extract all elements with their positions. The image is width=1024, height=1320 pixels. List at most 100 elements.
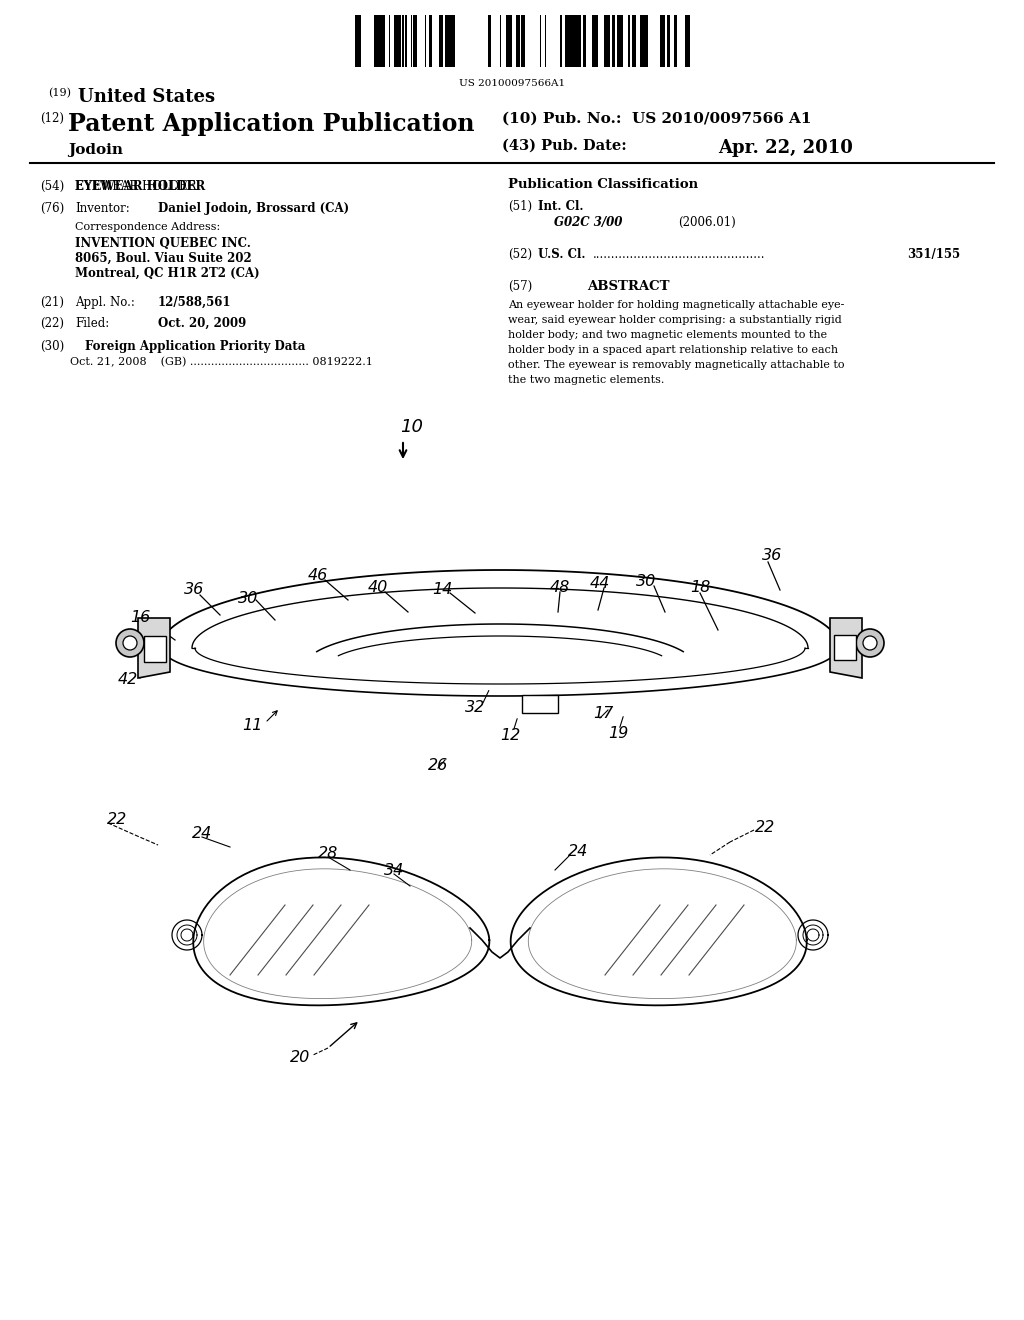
Text: 8065, Boul. Viau Suite 202: 8065, Boul. Viau Suite 202 [75, 252, 252, 265]
Text: EYEWEAR HOLDER: EYEWEAR HOLDER [75, 180, 205, 193]
Bar [380, 15, 384, 67]
Text: 12/588,561: 12/588,561 [158, 296, 231, 309]
Text: the two magnetic elements.: the two magnetic elements. [508, 375, 665, 385]
Text: Publication Classification: Publication Classification [508, 178, 698, 191]
Bar [667, 15, 670, 67]
Text: (2006.01): (2006.01) [678, 216, 736, 228]
Text: 20: 20 [290, 1049, 310, 1065]
Text: 14: 14 [432, 582, 453, 597]
Text: 22: 22 [106, 812, 127, 828]
Text: U.S. Cl.: U.S. Cl. [538, 248, 586, 261]
Bar [617, 15, 618, 67]
Bar [510, 15, 512, 67]
Text: wear, said eyewear holder comprising: a substantially rigid: wear, said eyewear holder comprising: a … [508, 315, 842, 325]
Bar [445, 15, 449, 67]
Text: 24: 24 [193, 826, 212, 841]
Text: 32: 32 [465, 700, 485, 715]
Bar [634, 15, 636, 67]
Polygon shape [138, 618, 170, 678]
Text: Int. Cl.: Int. Cl. [538, 201, 584, 213]
Text: (12): (12) [40, 112, 63, 125]
Bar [144, 636, 166, 663]
Text: US 20100097566A1: US 20100097566A1 [459, 79, 565, 88]
Bar [674, 15, 677, 67]
Text: An eyewear holder for holding magnetically attachable eye-: An eyewear holder for holding magnetical… [508, 300, 845, 310]
Text: 30: 30 [636, 574, 656, 589]
Text: 22: 22 [755, 820, 775, 836]
Bar [834, 635, 856, 660]
Bar [592, 15, 595, 67]
Text: 19: 19 [608, 726, 629, 741]
Bar [377, 15, 380, 67]
Text: holder body in a spaced apart relationship relative to each: holder body in a spaced apart relationsh… [508, 345, 838, 355]
Bar [506, 15, 509, 67]
Bar [397, 15, 401, 67]
Text: (54): (54) [40, 180, 65, 193]
Text: Oct. 21, 2008    (GB) .................................. 0819222.1: Oct. 21, 2008 (GB) .....................… [70, 356, 373, 367]
Text: 16: 16 [130, 610, 151, 624]
Text: 30: 30 [238, 591, 258, 606]
Bar [578, 15, 581, 67]
Text: 48: 48 [550, 579, 570, 595]
Text: (19): (19) [48, 88, 71, 98]
Text: (76): (76) [40, 202, 65, 215]
Text: 10: 10 [400, 418, 423, 436]
Text: INVENTION QUEBEC INC.: INVENTION QUEBEC INC. [75, 238, 251, 249]
Text: 40: 40 [368, 579, 388, 595]
Circle shape [123, 636, 137, 649]
Text: (21): (21) [40, 296, 63, 309]
Text: Inventor:: Inventor: [75, 202, 130, 215]
Text: 36: 36 [184, 582, 204, 597]
Bar [439, 15, 443, 67]
Text: 44: 44 [590, 576, 610, 591]
Bar [612, 15, 615, 67]
Text: EYEWEAR HOLDER: EYEWEAR HOLDER [75, 180, 197, 193]
Text: 34: 34 [384, 863, 404, 878]
Bar [453, 15, 455, 67]
Text: (22): (22) [40, 317, 63, 330]
Text: 11: 11 [242, 718, 262, 733]
Text: (52): (52) [508, 248, 532, 261]
Text: Correspondence Address:: Correspondence Address: [75, 222, 220, 232]
Bar [569, 15, 572, 67]
Text: 28: 28 [318, 846, 338, 861]
Text: United States: United States [78, 88, 215, 106]
Text: Daniel Jodoin, Brossard (CA): Daniel Jodoin, Brossard (CA) [158, 202, 349, 215]
Text: (10) Pub. No.:  US 2010/0097566 A1: (10) Pub. No.: US 2010/0097566 A1 [502, 112, 811, 125]
Circle shape [863, 636, 877, 649]
Bar [644, 15, 648, 67]
Bar [516, 15, 520, 67]
Text: Foreign Application Priority Data: Foreign Application Priority Data [85, 341, 305, 352]
Text: 17: 17 [593, 706, 613, 721]
Text: holder body; and two magnetic elements mounted to the: holder body; and two magnetic elements m… [508, 330, 827, 341]
Text: ..............................................: ........................................… [593, 248, 766, 261]
Bar [640, 15, 644, 67]
Bar [374, 15, 377, 67]
Text: Appl. No.:: Appl. No.: [75, 296, 135, 309]
Bar [522, 696, 558, 713]
Text: (51): (51) [508, 201, 532, 213]
Bar [685, 15, 689, 67]
Circle shape [856, 630, 884, 657]
Bar [606, 15, 610, 67]
Text: Filed:: Filed: [75, 317, 110, 330]
Text: 12: 12 [500, 729, 520, 743]
Bar [406, 15, 407, 67]
Bar [394, 15, 397, 67]
Polygon shape [830, 618, 862, 678]
Bar [565, 15, 568, 67]
Bar [429, 15, 431, 67]
Bar [618, 15, 623, 67]
Text: 36: 36 [762, 548, 782, 564]
Bar [662, 15, 665, 67]
Text: G02C 3/00: G02C 3/00 [554, 216, 623, 228]
Text: ABSTRACT: ABSTRACT [587, 280, 670, 293]
Bar [632, 15, 634, 67]
Bar [402, 15, 404, 67]
Text: 46: 46 [308, 568, 329, 583]
Bar [595, 15, 597, 67]
Text: (57): (57) [508, 280, 532, 293]
Bar [355, 15, 359, 67]
Text: 26: 26 [428, 758, 449, 774]
Text: 42: 42 [118, 672, 138, 686]
